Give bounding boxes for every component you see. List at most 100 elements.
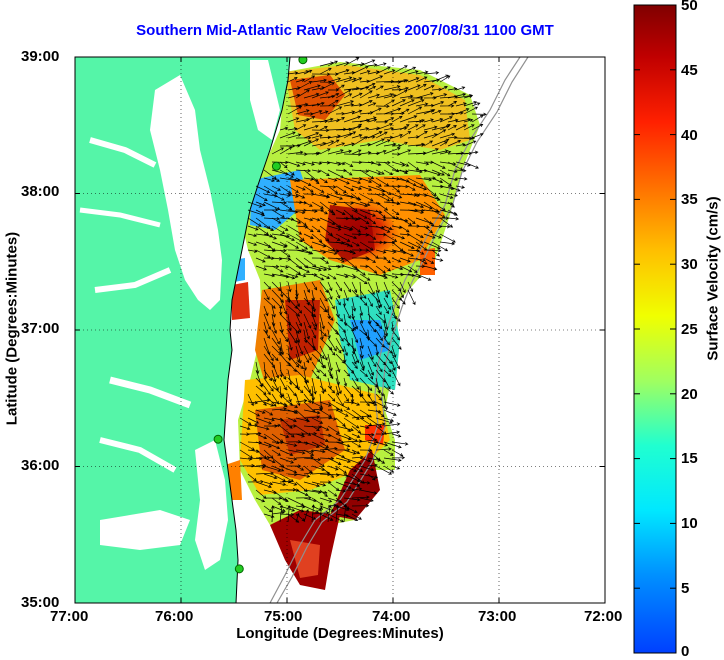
- velocity-arrow: [279, 281, 284, 298]
- velocity-arrow: [311, 217, 321, 222]
- velocity-arrow: [351, 401, 361, 406]
- velocity-arrow: [263, 505, 273, 513]
- velocity-arrow: [327, 88, 340, 92]
- velocity-arrow: [343, 473, 361, 483]
- x-tick-label: 74:00: [372, 608, 411, 625]
- velocity-arrow: [423, 96, 437, 100]
- velocity-arrow: [311, 177, 320, 185]
- velocity-arrow: [455, 102, 467, 107]
- velocity-arrow: [383, 147, 401, 155]
- velocity-arrow: [335, 257, 345, 263]
- velocity-arrow: [303, 161, 315, 166]
- map-title: Southern Mid-Atlantic Raw Velocities 200…: [136, 22, 554, 39]
- velocity-arrow: [303, 241, 314, 249]
- radar-stations: [213, 57, 308, 574]
- velocity-arrow: [303, 415, 321, 419]
- x-tick-label: 76:00: [155, 608, 194, 625]
- velocity-arrow: [359, 201, 371, 207]
- velocity-arrow: [303, 84, 321, 91]
- velocity-arrow: [271, 225, 286, 234]
- axis-ticks: [74, 56, 606, 604]
- velocity-arrow: [463, 150, 479, 155]
- velocity-arrow: [327, 385, 336, 394]
- velocity-arrow: [343, 449, 357, 455]
- velocity-arrow: [343, 385, 354, 398]
- velocity-arrow: [303, 409, 321, 415]
- velocity-arrow: [367, 369, 374, 380]
- velocity-arrow: [343, 505, 358, 513]
- velocity-arrow: [295, 124, 307, 131]
- velocity-arrow: [343, 281, 352, 293]
- velocity-arrow: [319, 103, 336, 108]
- velocity-arrow: [335, 89, 352, 99]
- velocity-arrow: [279, 185, 292, 194]
- velocity-arrow: [375, 281, 380, 294]
- velocity-arrow: [423, 241, 441, 250]
- velocity-arrow: [327, 99, 339, 107]
- velocity-arrow: [375, 432, 385, 436]
- velocity-arrow: [255, 201, 266, 207]
- velocity-arrow: [407, 77, 420, 83]
- velocity-arrow: [335, 441, 351, 448]
- velocity-arrow: [431, 201, 446, 211]
- velocity-arrow: [279, 512, 295, 517]
- chesapeake-bay: [150, 75, 222, 310]
- velocity-arrow: [271, 177, 281, 182]
- velocity-arrow: [295, 512, 300, 523]
- velocity-arrow: [359, 241, 374, 251]
- velocity-arrow: [359, 209, 376, 217]
- velocity-arrow: [303, 505, 320, 513]
- velocity-arrow: [335, 117, 345, 123]
- velocity-arrow: [310, 393, 315, 405]
- velocity-arrow: [383, 430, 401, 435]
- velocity-arrow: [343, 439, 363, 443]
- velocity-arrow: [263, 345, 274, 362]
- velocity-arrow: [351, 149, 362, 155]
- velocity-arrow: [311, 109, 323, 115]
- velocity-arrow: [391, 433, 402, 438]
- delaware-bay: [250, 60, 280, 140]
- velocity-arrow: [327, 161, 342, 166]
- velocity-arrow: [351, 273, 368, 285]
- velocity-arrow: [399, 108, 410, 115]
- velocity-arrow: [463, 161, 479, 169]
- velocity-arrow: [287, 505, 305, 513]
- velocity-arrow: [439, 116, 453, 123]
- velocity-arrow: [319, 425, 330, 431]
- velocity-arrow: [399, 99, 415, 107]
- velocity-arrow: [279, 425, 295, 438]
- velocity-arrow: [359, 273, 371, 281]
- velocity-arrow: [327, 106, 343, 115]
- velocity-arrow: [279, 441, 298, 447]
- velocity-arrow: [255, 409, 266, 414]
- velocity-arrow: [271, 193, 285, 201]
- velocity-arrow: [311, 504, 316, 523]
- velocity-arrow: [415, 233, 424, 239]
- velocity-arrow: [327, 313, 334, 321]
- velocity-arrow: [407, 265, 418, 273]
- velocity-arrow: [311, 417, 324, 424]
- velocity-arrow: [447, 209, 458, 216]
- velocity-arrow: [407, 257, 426, 262]
- velocity-arrow: [263, 496, 283, 500]
- velocity-arrow: [359, 225, 369, 230]
- velocity-arrow: [311, 313, 318, 328]
- velocity-arrow: [383, 117, 395, 123]
- velocity-arrow: [367, 138, 385, 147]
- velocity-arrow: [287, 513, 300, 523]
- velocity-arrow: [375, 201, 389, 211]
- velocity-arrow: [303, 449, 315, 456]
- velocity-arrow: [351, 201, 369, 208]
- velocity-arrow: [375, 393, 383, 401]
- velocity-arrow: [383, 345, 394, 354]
- velocity-arrow: [287, 225, 303, 235]
- velocity-arrow: [351, 185, 363, 190]
- velocity-arrow: [287, 273, 299, 278]
- velocity-arrow: [247, 233, 258, 238]
- velocity-arrow: [375, 249, 387, 254]
- velocity-arrow: [407, 96, 424, 100]
- y-tick-label: 36:00: [21, 457, 60, 474]
- velocity-arrow: [415, 257, 428, 265]
- velocity-arrow: [367, 345, 374, 361]
